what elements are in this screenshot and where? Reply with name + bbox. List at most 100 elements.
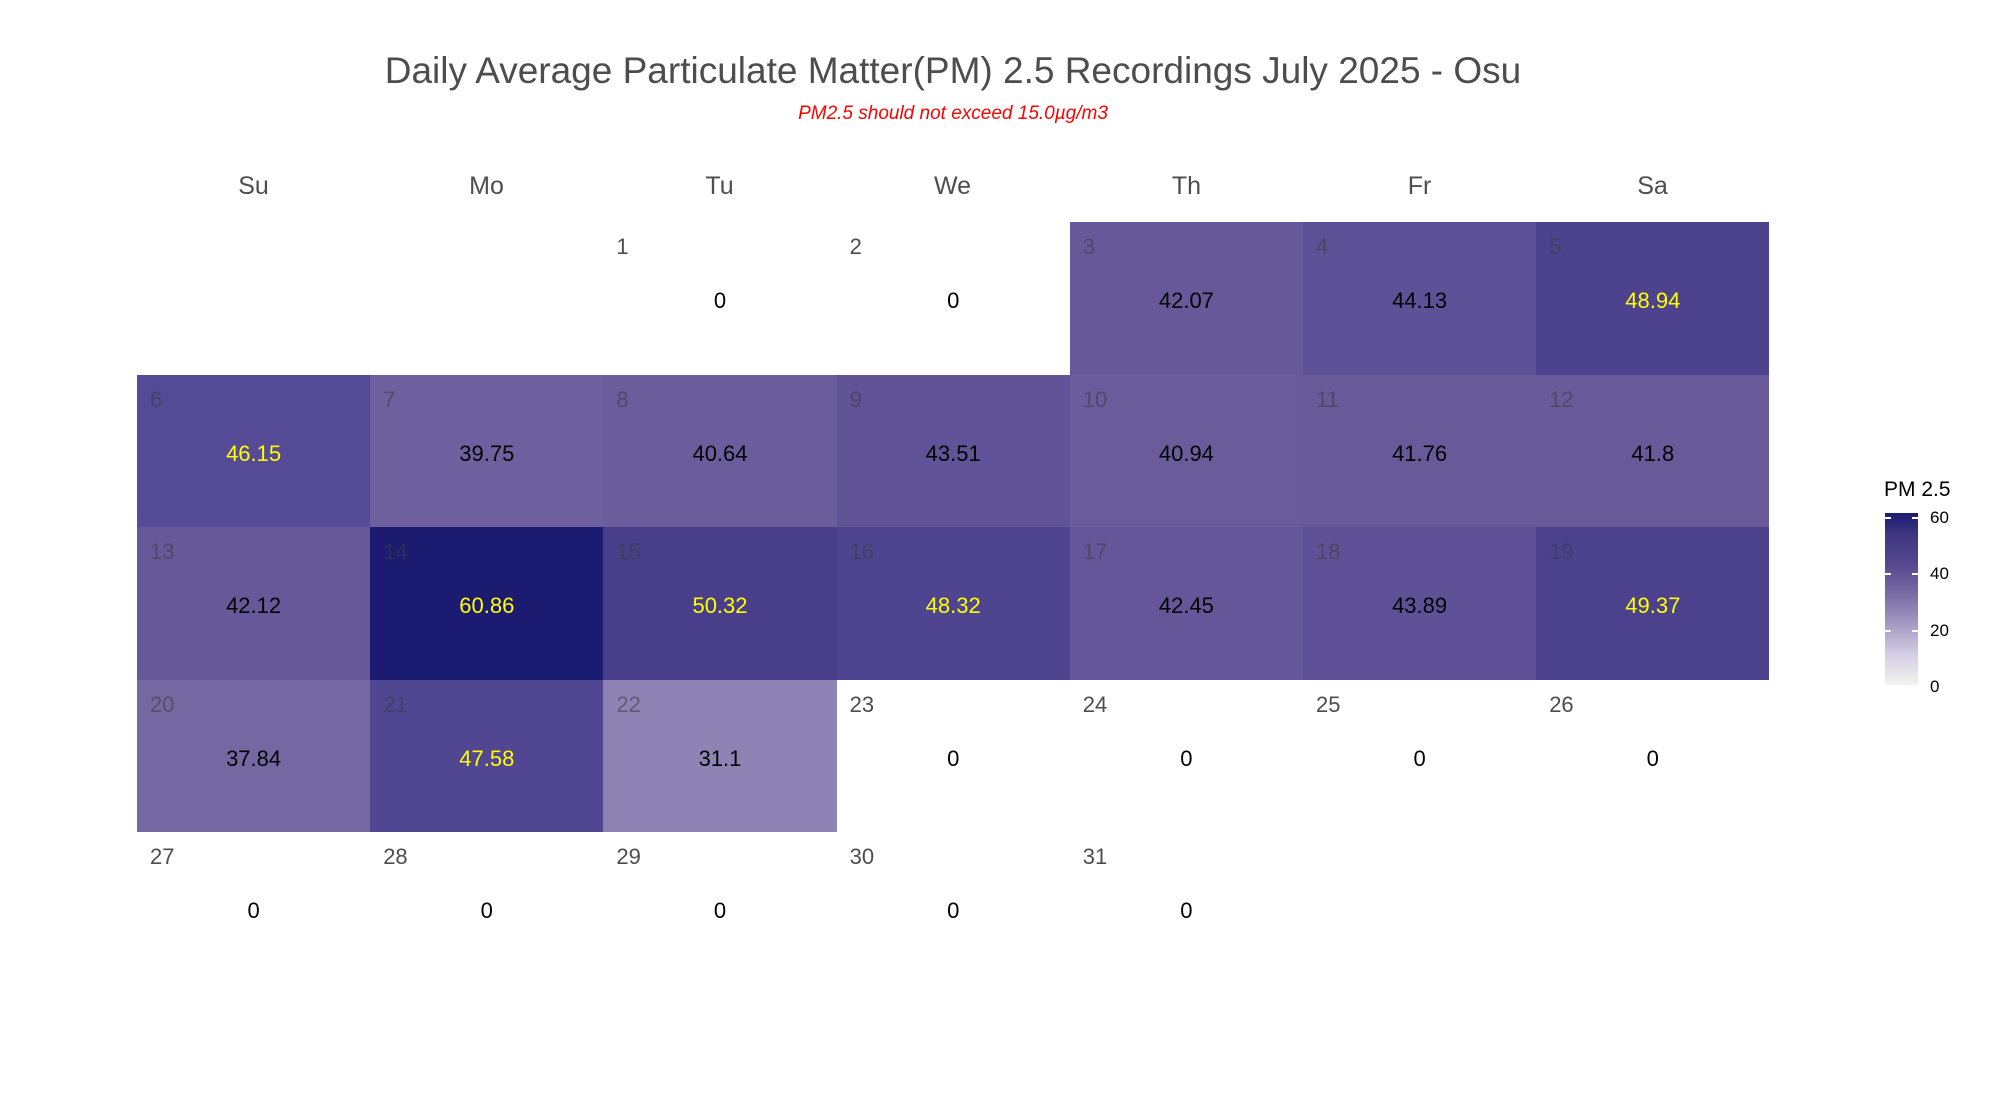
- weekday-header-tu: Tu: [705, 172, 734, 200]
- legend-tick-label: 0: [1930, 677, 1940, 696]
- pm25-value-label: 0: [713, 288, 727, 313]
- calendar-day-cell: 25 0: [1303, 680, 1536, 833]
- day-number: 17: [1082, 539, 1108, 565]
- legend-colorbar: [1885, 513, 1918, 685]
- pm25-value-label: 39.75: [459, 440, 515, 466]
- calendar-day-cell: 7 39.75: [370, 374, 604, 528]
- day-number: 31: [1082, 844, 1108, 870]
- day-number: 4: [1316, 234, 1329, 259]
- pm25-value-label: 43.89: [1392, 593, 1448, 619]
- pm25-value-label: 47.58: [459, 745, 515, 771]
- day-number: 25: [1316, 691, 1341, 717]
- calendar-day-cell: 18 43.89: [1303, 527, 1537, 680]
- calendar-day-cell: 28 0: [370, 832, 603, 985]
- pm25-value-label: 0: [480, 898, 493, 924]
- weekday-header-fr: Fr: [1407, 172, 1432, 200]
- pm25-value-label: 41.76: [1392, 440, 1448, 466]
- pm25-value-label: 31.1: [698, 745, 742, 771]
- pm25-value-label: 0: [247, 898, 260, 924]
- calendar-day-cell: 11 41.76: [1303, 374, 1537, 528]
- calendar-day-cell: 4 44.13: [1303, 222, 1537, 375]
- calendar-day-cell: 22 31.1: [603, 679, 837, 833]
- day-number: 3: [1082, 234, 1096, 259]
- legend-tick-label: 40: [1930, 564, 1949, 584]
- day-number: 6: [150, 386, 163, 412]
- pm25-value-label: 44.13: [1392, 288, 1448, 313]
- calendar-day-cell: 12 41.8: [1536, 374, 1770, 528]
- day-number: 12: [1549, 386, 1574, 412]
- calendar-day-cell: 9 43.51: [836, 374, 1070, 528]
- calendar-day-cell: 14 60.86: [370, 527, 604, 680]
- pm25-value-label: 60.86: [459, 593, 515, 619]
- day-number: 27: [150, 844, 175, 870]
- day-number: 16: [849, 539, 875, 565]
- pm25-value-label: 42.12: [226, 593, 282, 619]
- day-number: 1: [616, 234, 629, 259]
- pm25-value-label: 0: [1180, 898, 1193, 924]
- pm25-value-label: 46.15: [226, 440, 282, 466]
- calendar-day-cell: 27 0: [137, 832, 370, 985]
- day-number: 23: [849, 691, 875, 717]
- pm25-value-label: 0: [1413, 745, 1426, 771]
- day-number: 28: [383, 844, 408, 870]
- day-number: 11: [1316, 386, 1339, 412]
- day-number: 7: [383, 386, 396, 412]
- pm25-value-label: 40.94: [1158, 440, 1214, 466]
- pm25-value-label: 0: [1646, 745, 1659, 771]
- day-number: 9: [849, 386, 862, 412]
- pm25-value-label: 0: [713, 898, 727, 924]
- legend-tick-mark-right: [1912, 573, 1918, 576]
- day-number: 14: [383, 539, 408, 565]
- legend-tick-mark-left: [1885, 573, 1891, 576]
- pm25-value-label: 41.8: [1631, 440, 1675, 466]
- calendar-day-cell: 29 0: [603, 832, 836, 985]
- day-number: 22: [616, 691, 641, 717]
- day-number: 15: [616, 539, 641, 565]
- pm25-value-label: 43.51: [925, 440, 981, 466]
- calendar-day-cell: 23 0: [837, 680, 1070, 833]
- day-number: 13: [150, 539, 175, 565]
- weekday-header-sa: Sa: [1637, 172, 1668, 200]
- calendar-day-cell: 6 46.15: [137, 374, 371, 528]
- calendar-day-cell: 17 42.45: [1069, 527, 1303, 680]
- legend-title: PM 2.5: [1884, 478, 1951, 501]
- calendar-day-cell: 31 0: [1070, 832, 1303, 985]
- weekday-header-we: We: [933, 172, 972, 200]
- calendar-day-cell: 3 42.07: [1069, 222, 1303, 375]
- day-number: 21: [383, 691, 408, 717]
- pm25-value-label: 42.45: [1158, 593, 1214, 619]
- pm25-value-label: 0: [947, 898, 960, 924]
- legend-tick-mark-left: [1885, 629, 1891, 632]
- pm25-value-label: 37.84: [226, 745, 282, 771]
- legend-tick-mark-right: [1912, 629, 1918, 632]
- day-number: 8: [616, 386, 629, 412]
- day-number: 5: [1549, 234, 1562, 259]
- chart-title: Daily Average Particulate Matter(PM) 2.5…: [384, 50, 1522, 91]
- calendar-day-cell: 26 0: [1536, 680, 1769, 833]
- day-number: 24: [1082, 691, 1108, 717]
- calendar-day-cell: 20 37.84: [137, 679, 371, 833]
- weekday-header-mo: Mo: [469, 172, 504, 200]
- day-number: 10: [1082, 386, 1108, 412]
- pm25-value-label: 49.37: [1625, 593, 1681, 619]
- day-number: 18: [1316, 539, 1341, 565]
- calendar-day-cell: 10 40.94: [1069, 374, 1303, 528]
- calendar-day-cell: 13 42.12: [137, 527, 371, 680]
- calendar-day-cell: 24 0: [1070, 680, 1303, 833]
- legend-tick-mark-left: [1885, 517, 1891, 519]
- calendar-day-cell: 5 48.94: [1536, 222, 1770, 375]
- legend-tick-mark-right: [1912, 517, 1918, 519]
- weekday-header-th: Th: [1171, 172, 1202, 200]
- pm25-value-label: 42.07: [1158, 288, 1214, 313]
- weekday-header-su: Su: [238, 172, 269, 200]
- pm25-value-label: 0: [947, 745, 960, 771]
- day-number: 29: [616, 844, 641, 870]
- chart-subtitle: PM2.5 should not exceed 15.0µg/m3: [798, 103, 1108, 124]
- pm25-value-label: 50.32: [692, 593, 748, 619]
- calendar-day-cell: 30 0: [837, 832, 1070, 985]
- day-number: 30: [849, 844, 875, 870]
- calendar-day-cell: 19 49.37: [1536, 527, 1770, 680]
